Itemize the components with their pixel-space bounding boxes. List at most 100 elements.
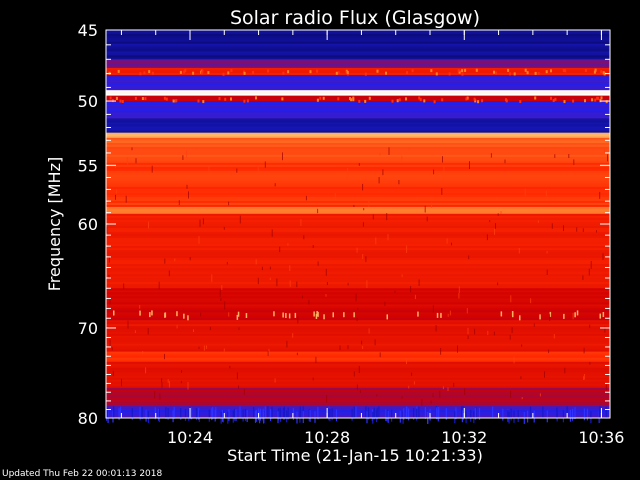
noise-streak [180, 408, 182, 420]
noise-streak [299, 410, 301, 423]
noise-streak [269, 266, 271, 270]
burst-dot [396, 99, 399, 103]
noise-streak [326, 282, 328, 285]
frequency-band [106, 393, 610, 397]
noise-streak [221, 409, 224, 422]
noise-streak [198, 407, 200, 420]
noise-streak [172, 410, 174, 423]
frequency-band [106, 248, 610, 251]
burst-dot [481, 99, 484, 103]
frequency-band [106, 137, 610, 140]
frequency-band [106, 158, 610, 162]
noise-streak [418, 406, 420, 419]
frequency-band [106, 326, 610, 329]
noise-streak [365, 406, 367, 419]
noise-streak [353, 406, 355, 419]
burst-dot [507, 68, 510, 72]
frequency-band [106, 166, 610, 170]
frequency-band [106, 252, 610, 255]
noise-streak [164, 353, 165, 360]
noise-streak [602, 253, 604, 260]
x-tick-label: 10:36 [578, 428, 624, 447]
noise-streak [242, 409, 244, 422]
noise-streak [188, 409, 190, 421]
noise-streak [368, 328, 370, 334]
noise-streak [223, 226, 225, 230]
update-timestamp: Updated Thu Feb 22 00:01:13 2018 [2, 469, 163, 479]
frequency-band [106, 53, 610, 56]
frequency-band [106, 69, 610, 72]
frequency-band [106, 37, 610, 41]
noise-streak [432, 393, 434, 398]
frequency-band [106, 355, 610, 359]
frequency-band [106, 112, 610, 115]
frequency-band [106, 114, 610, 117]
frequency-band [106, 330, 610, 333]
noise-streak [274, 183, 276, 187]
burst-dot [143, 71, 146, 75]
noise-streak [572, 408, 574, 421]
frequency-band [106, 280, 610, 283]
frequency-band [106, 391, 610, 395]
burst-dot [386, 314, 388, 320]
frequency-band [106, 150, 610, 154]
frequency-band [106, 233, 610, 237]
noise-streak [411, 372, 413, 376]
burst-dot [246, 99, 249, 103]
noise-streak [510, 295, 512, 303]
noise-streak [106, 408, 108, 421]
burst-dot [576, 310, 579, 316]
noise-streak [168, 270, 170, 277]
noise-streak [449, 310, 451, 316]
frequency-band [106, 268, 610, 271]
noise-streak [465, 411, 467, 424]
noise-streak [474, 328, 476, 335]
frequency-band [106, 71, 610, 74]
noise-streak [367, 407, 370, 420]
noise-streak [511, 327, 513, 334]
noise-streak [431, 202, 432, 208]
burst-dot [526, 71, 529, 75]
noise-streak [497, 213, 499, 216]
noise-streak [264, 406, 266, 419]
burst-dot [353, 312, 355, 318]
noise-streak [413, 381, 415, 385]
burst-dot [597, 96, 600, 100]
burst-dot [163, 96, 166, 100]
noise-streak [520, 376, 522, 380]
noise-streak [486, 234, 488, 241]
burst-dot [332, 312, 334, 318]
noise-streak [180, 381, 182, 384]
burst-dot [148, 70, 151, 74]
noise-streak [211, 274, 213, 282]
frequency-band [106, 45, 610, 48]
noise-streak [568, 154, 570, 158]
frequency-band [106, 397, 610, 401]
noise-streak [455, 407, 457, 420]
burst-dot [440, 312, 442, 318]
frequency-band [106, 304, 610, 307]
noise-streak [355, 406, 357, 419]
noise-streak [445, 407, 447, 420]
noise-streak [432, 305, 434, 313]
noise-streak [554, 154, 556, 158]
noise-streak [385, 409, 387, 422]
noise-streak [154, 391, 156, 399]
noise-streak [408, 385, 410, 389]
noise-streak [287, 407, 289, 420]
burst-dot [230, 97, 232, 101]
frequency-band [106, 377, 610, 381]
noise-streak [220, 298, 222, 301]
noise-streak [168, 381, 170, 388]
frequency-band [106, 349, 610, 353]
burst-dot [513, 72, 516, 76]
noise-streak [158, 410, 160, 423]
noise-streak [421, 398, 423, 406]
y-tick-label: 60 [78, 215, 98, 234]
noise-streak [226, 261, 228, 265]
burst-dot [119, 99, 122, 103]
noise-streak [158, 281, 160, 290]
frequency-band [106, 192, 610, 196]
frequency-band [106, 221, 610, 225]
noise-streak [328, 408, 330, 421]
